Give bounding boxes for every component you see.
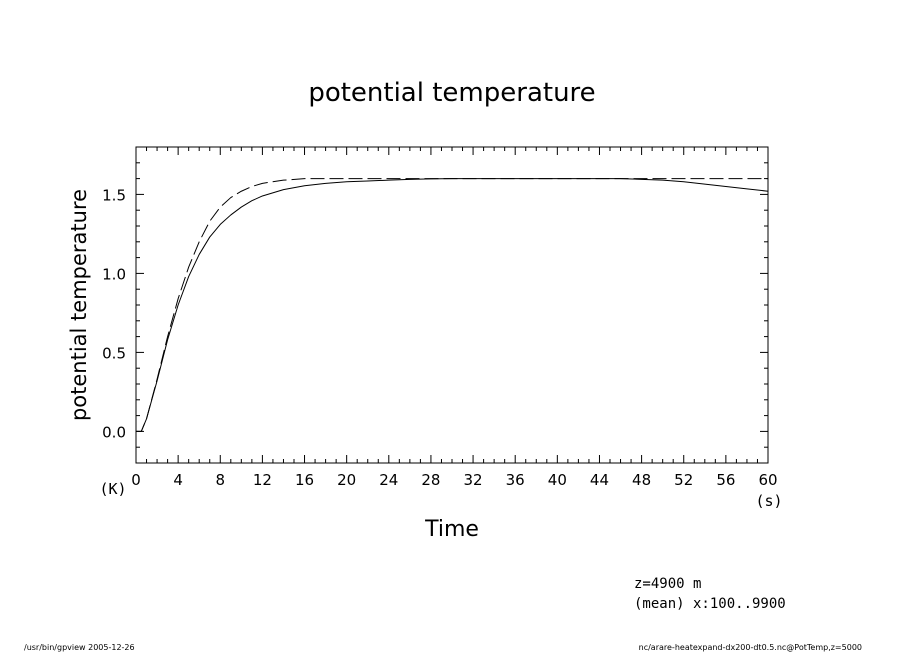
x-tick-label: 44: [590, 471, 609, 489]
x-tick-label: 52: [674, 471, 693, 489]
x-tick-label: 20: [337, 471, 356, 489]
x-tick-label: 12: [253, 471, 272, 489]
x-tick-label: 60: [758, 471, 777, 489]
y-tick-label: 0.5: [102, 344, 126, 362]
x-axis-ticks: [135, 147, 769, 463]
x-axis-tick-labels: 0 4 8 12 16 20 24 28 32 36 40 44 48 52 56 60: [131, 471, 777, 489]
mean-range-annotation: (mean) x:100..9900: [634, 596, 786, 612]
footer-program-date: /usr/bin/gpview 2005-12-26: [24, 643, 135, 652]
x-axis-unit: (s): [755, 492, 782, 510]
x-tick-label: 16: [295, 471, 314, 489]
x-axis-label: Time: [424, 517, 479, 542]
series-group: [136, 178, 769, 432]
x-tick-label: 4: [173, 471, 183, 489]
y-tick-label: 1.0: [102, 265, 126, 283]
footer-file-path: nc/arare-heatexpand-dx200-dt0.5.nc@PotTe…: [639, 643, 862, 652]
x-tick-label: 0: [131, 471, 141, 489]
x-tick-label: 48: [632, 471, 651, 489]
series-line-solid: [136, 178, 769, 432]
y-tick-label: 0.0: [102, 423, 126, 441]
x-tick-label: 8: [215, 471, 225, 489]
y-axis-tick-labels: 0.0 0.5 1.0 1.5: [102, 186, 126, 441]
x-tick-label: 32: [464, 471, 483, 489]
x-tick-label: 40: [548, 471, 567, 489]
series-line-dashed: [136, 178, 768, 432]
y-axis-unit: (K): [99, 480, 126, 498]
plot-frame: [135, 146, 769, 464]
z-level-annotation: z=4900 m: [634, 576, 701, 592]
chart-title: potential temperature: [308, 78, 595, 108]
x-tick-label: 36: [506, 471, 525, 489]
y-tick-label: 1.5: [102, 186, 126, 204]
x-tick-label: 24: [379, 471, 398, 489]
y-axis-label: potential temperature: [67, 189, 91, 421]
x-tick-label: 56: [716, 471, 735, 489]
x-tick-label: 28: [421, 471, 440, 489]
y-axis-ticks: [136, 146, 768, 464]
